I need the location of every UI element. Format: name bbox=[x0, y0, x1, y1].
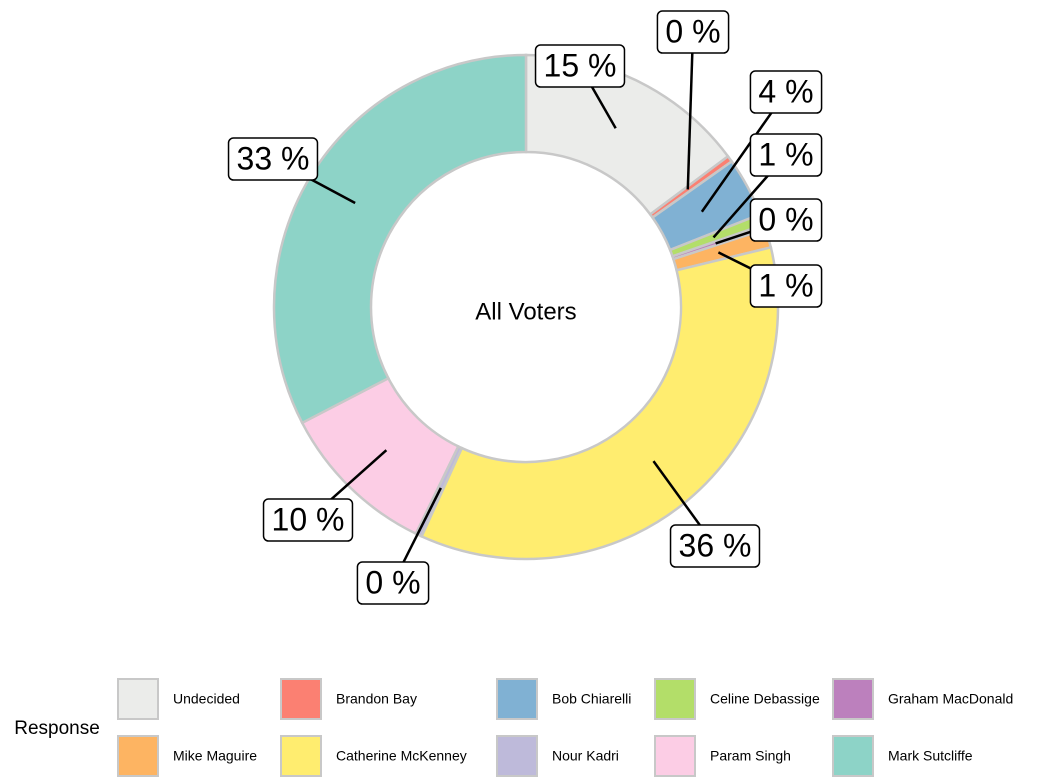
legend-swatch bbox=[832, 678, 874, 720]
label-box bbox=[656, 10, 730, 54]
legend-swatch bbox=[117, 678, 159, 720]
label-box bbox=[227, 137, 319, 181]
value-label: 0 % bbox=[365, 564, 420, 600]
legend-swatch bbox=[496, 735, 538, 777]
slice bbox=[272, 53, 528, 425]
legend-label: Brandon Bay bbox=[336, 691, 417, 707]
label-box bbox=[749, 198, 823, 242]
center-label: All Voters bbox=[475, 298, 576, 325]
labels: 15 % 0 % 4 % 1 % 0 % 1 % 36 % 0 % 10 % 33 % bbox=[227, 10, 823, 605]
value-label: 4 % bbox=[758, 73, 813, 109]
legend-label: Mike Maguire bbox=[173, 748, 257, 764]
label-box bbox=[356, 561, 430, 605]
legend-swatch bbox=[117, 735, 159, 777]
label-box bbox=[669, 524, 761, 568]
legend-label: Nour Kadri bbox=[552, 748, 619, 764]
value-label: 15 % bbox=[544, 47, 617, 83]
value-label: 0 % bbox=[758, 201, 813, 237]
label-box bbox=[749, 264, 823, 308]
legend-swatch bbox=[654, 678, 696, 720]
label-box bbox=[534, 44, 626, 88]
legend-swatch bbox=[496, 678, 538, 720]
legend-label: Mark Sutcliffe bbox=[888, 748, 973, 764]
legend: Undecided Brandon Bay Bob Chiarelli Celine … bbox=[117, 678, 1013, 777]
legend-swatch bbox=[832, 735, 874, 777]
legend-label: Undecided bbox=[173, 691, 240, 707]
value-label: 33 % bbox=[237, 140, 310, 176]
label-box bbox=[749, 133, 823, 177]
legend-title: Response bbox=[14, 718, 100, 739]
legend-swatch bbox=[280, 678, 322, 720]
label-box bbox=[749, 70, 823, 114]
legend-label: Graham MacDonald bbox=[888, 691, 1013, 707]
slice bbox=[419, 245, 780, 561]
legend-label: Catherine McKenney bbox=[336, 748, 467, 764]
value-label: 1 % bbox=[758, 267, 813, 303]
value-label: 10 % bbox=[272, 501, 345, 537]
value-label: 36 % bbox=[679, 527, 752, 563]
leader-line bbox=[686, 31, 695, 190]
legend-swatch bbox=[280, 735, 322, 777]
legend-swatch bbox=[654, 735, 696, 777]
legend-label: Param Singh bbox=[710, 748, 791, 764]
legend-label: Bob Chiarelli bbox=[552, 691, 631, 707]
value-label: 1 % bbox=[758, 136, 813, 172]
value-label: 0 % bbox=[665, 13, 720, 49]
legend-label: Celine Debassige bbox=[710, 691, 820, 707]
slices bbox=[272, 53, 780, 561]
label-box bbox=[262, 498, 354, 542]
